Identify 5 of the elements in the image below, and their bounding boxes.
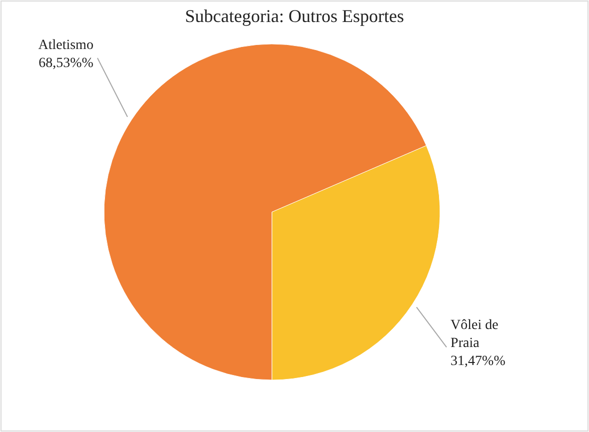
chart-title: Subcategoria: Outros Esportes [185,6,404,26]
slice-label: Atletismo [38,38,94,53]
slice-label: Vôlei de Praia [450,318,498,352]
data-label: 31,47%% [450,354,506,370]
data-label: 68,53%% [38,56,94,71]
